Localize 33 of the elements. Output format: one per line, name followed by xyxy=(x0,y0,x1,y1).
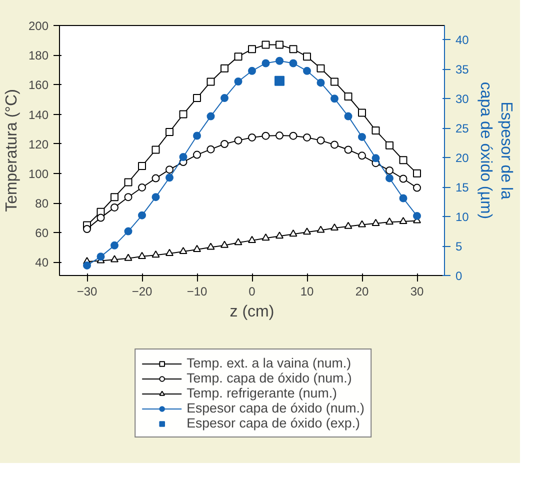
y2-tick-label: 25 xyxy=(456,122,470,136)
x-tick-label: 0 xyxy=(248,284,256,298)
y2-tick-label: 30 xyxy=(456,92,470,106)
x-tick-label: 20 xyxy=(355,284,369,298)
y-tick-label: 140 xyxy=(28,108,49,122)
y2-axis-title: Espesor de la capa de óxido (µm) xyxy=(476,82,514,220)
x-tick-label: 10 xyxy=(300,284,314,298)
y2-tick-label: 40 xyxy=(456,33,470,48)
y-tick-label: 180 xyxy=(28,48,49,63)
y2-tick-label: 0 xyxy=(456,269,462,283)
legend-label: Temp. refrigerante (num.) xyxy=(186,386,337,400)
y-tick-label: 40 xyxy=(35,256,49,270)
legend-label: Espesor capa de óxido (exp.) xyxy=(186,416,360,430)
y-tick-label: 100 xyxy=(28,166,49,181)
y2-tick-label: 20 xyxy=(456,151,470,166)
y-axis-title: Temperatura (°C) xyxy=(3,89,20,212)
legend-label: Temp. capa de óxido (num.) xyxy=(186,370,352,386)
x-axis-title: z (cm) xyxy=(230,304,274,320)
y2-tick-label: 35 xyxy=(456,62,470,77)
y2-tick-label: 5 xyxy=(456,240,462,254)
y-tick-label: 160 xyxy=(28,78,49,92)
x-tick-label: −30 xyxy=(76,284,98,298)
y2-tick-label: 15 xyxy=(456,180,470,195)
x-tick-label: −10 xyxy=(186,284,208,298)
y-tick-label: 60 xyxy=(35,226,49,240)
y-tick-label: 80 xyxy=(35,196,49,211)
y2-tick-label: 10 xyxy=(456,210,470,224)
legend-label: Temp. ext. a la vaina (num.) xyxy=(186,356,352,370)
legend-label: Espesor capa de óxido (num.) xyxy=(186,400,364,416)
x-tick-label: −20 xyxy=(132,284,153,298)
x-tick-label: 30 xyxy=(410,284,424,298)
y-tick-label: 120 xyxy=(28,137,49,152)
y-tick-label: 200 xyxy=(28,19,49,33)
